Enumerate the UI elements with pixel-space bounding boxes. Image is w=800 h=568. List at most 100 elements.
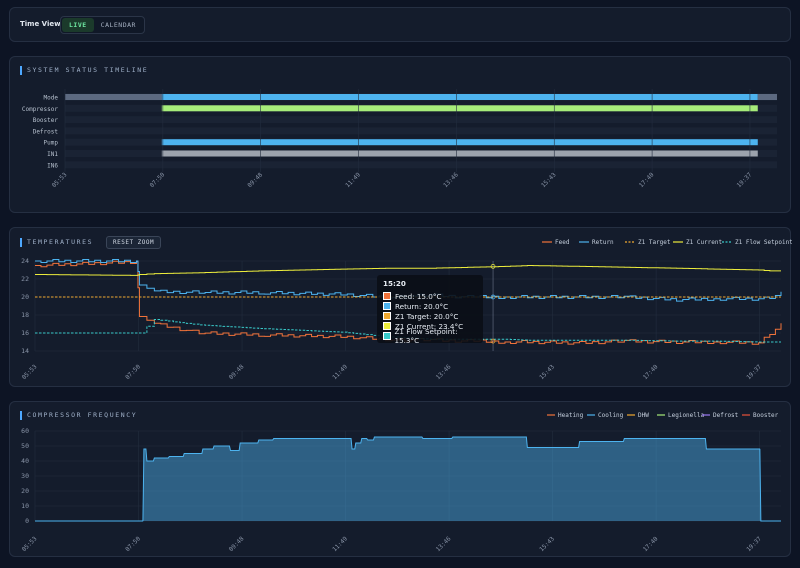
- temp-hover-point: [490, 294, 496, 300]
- status-segment-mode: [757, 94, 777, 100]
- tooltip-swatch: [383, 312, 391, 320]
- time-view-label: Time View:: [20, 20, 64, 28]
- temperature-tooltip: 15:20 Feed: 15.0°C Return: 20.0°C Z1 Targe…: [377, 275, 483, 345]
- tooltip-swatch: [383, 292, 391, 300]
- status-segment-compressor: [161, 105, 758, 112]
- comp-tick-label: 19:37: [745, 535, 763, 553]
- status-tick-label: 05:53: [51, 171, 69, 189]
- tooltip-row-label: Z1 Target: 20.0°C: [395, 311, 459, 321]
- legend-label-booster: Booster: [753, 412, 779, 419]
- legend-label-z1-current: Z1 Current: [686, 239, 723, 246]
- temp-y-tick: 22: [21, 275, 29, 283]
- tooltip-row: Z1 Target: 20.0°C: [383, 311, 477, 321]
- comp-tick-label: 07:50: [124, 535, 142, 553]
- comp-y-tick: 50: [21, 442, 29, 450]
- status-tick-label: 15:43: [540, 171, 558, 189]
- tooltip-row-label: Feed: 15.0°C: [395, 291, 442, 301]
- compressor-panel-title: COMPRESSOR FREQUENCY: [20, 411, 137, 420]
- temp-y-tick: 18: [21, 311, 29, 319]
- comp-y-tick: 60: [21, 427, 29, 435]
- temp-tick-label: 07:50: [124, 363, 142, 381]
- legend-label-cooling: Cooling: [598, 412, 624, 419]
- temp-hover-point: [490, 338, 496, 344]
- comp-area-cooling: [35, 437, 781, 521]
- temp-tick-label: 05:53: [21, 363, 39, 381]
- comp-tick-label: 15:43: [538, 535, 556, 553]
- temp-tick-label: 15:43: [538, 363, 556, 381]
- tooltip-row-label: Z1 Current: 23.4°C: [395, 321, 464, 331]
- temp-series-z1-current: [35, 265, 781, 276]
- comp-tick-label: 17:40: [642, 535, 660, 553]
- comp-tick-label: 09:48: [228, 535, 246, 553]
- status-row-label-compressor: Compressor: [22, 106, 59, 113]
- reset-zoom-button[interactable]: RESET ZOOM: [106, 236, 162, 249]
- tooltip-row-label: Return: 20.0°C: [395, 301, 449, 311]
- status-tick-label: 09:48: [246, 171, 264, 189]
- temp-series-z1-flow-setpoint: [35, 319, 781, 343]
- time-view-toggle: LIVE CALENDAR: [60, 16, 145, 34]
- tooltip-time: 15:20: [383, 279, 406, 288]
- status-tick-label: 13:46: [442, 171, 460, 189]
- temp-y-tick: 14: [21, 347, 29, 355]
- comp-y-tick: 20: [21, 487, 29, 495]
- status-panel-title: SYSTEM STATUS TIMELINE: [20, 66, 148, 75]
- comp-tick-label: 05:53: [21, 535, 39, 553]
- time-view-panel: Time View: LIVE CALENDAR: [9, 7, 791, 42]
- tooltip-swatch: [383, 302, 391, 310]
- temp-y-tick: 16: [21, 329, 29, 337]
- temperatures-panel-title: TEMPERATURES: [20, 238, 93, 247]
- status-row-label-booster: Booster: [33, 117, 59, 124]
- legend-label-return: Return: [592, 239, 614, 246]
- status-tick-label: 11:49: [344, 171, 362, 189]
- tooltip-row-label: Z1 Flow Setpoint: 15.3°C: [394, 327, 458, 345]
- comp-y-tick: 10: [21, 502, 29, 510]
- tooltip-row: Z1 Flow Setpoint: 15.3°C: [383, 327, 477, 345]
- legend-label-feed: Feed: [555, 239, 570, 246]
- temp-tick-label: 09:48: [228, 363, 246, 381]
- temp-y-tick: 24: [21, 257, 29, 265]
- status-row-track: [65, 127, 777, 135]
- status-tick-label: 07:50: [149, 171, 167, 189]
- legend-label-dhw: DHW: [638, 412, 649, 419]
- tooltip-row: Feed: 15.0°C: [383, 291, 477, 301]
- status-row-label-defrost: Defrost: [33, 128, 59, 135]
- status-segment-mode: [65, 94, 162, 100]
- status-row-label-in1: IN1: [47, 151, 58, 158]
- legend-label-z1-flow-setpoint: Z1 Flow Setpoint: [735, 239, 792, 246]
- status-segment-mode: [161, 94, 758, 100]
- comp-y-tick: 40: [21, 457, 29, 465]
- tooltip-swatch: [383, 322, 391, 330]
- compressor-frequency-chart[interactable]: 0 10 20 30 40 50 60 05:53 07:50 09:48 11:49 13:46 15…: [10, 402, 792, 558]
- temp-y-tick: 20: [21, 293, 29, 301]
- status-row-label-mode: Mode: [44, 95, 59, 102]
- tooltip-row: Z1 Current: 23.4°C: [383, 321, 477, 331]
- comp-tick-label: 11:49: [331, 535, 349, 553]
- live-button[interactable]: LIVE: [62, 18, 94, 32]
- status-tick-label: 17:40: [638, 171, 656, 189]
- comp-tick-label: 13:46: [435, 535, 453, 553]
- temp-tick-label: 17:40: [642, 363, 660, 381]
- status-row-track: [65, 116, 777, 124]
- legend-label-legionella: Legionella: [668, 412, 705, 419]
- status-segment-in1: [161, 150, 758, 157]
- legend-label-z1-target: Z1 Target: [638, 239, 671, 246]
- status-timeline-chart[interactable]: Mode Compressor Booster Defrost Pump IN1 IN6 05…: [10, 57, 792, 214]
- calendar-button[interactable]: CALENDAR: [94, 18, 143, 32]
- comp-y-tick: 30: [21, 472, 29, 480]
- temp-tick-label: 13:46: [435, 363, 453, 381]
- tooltip-swatch: [383, 332, 391, 340]
- tooltip-row: Return: 20.0°C: [383, 301, 477, 311]
- status-segment-pump: [161, 139, 758, 146]
- status-row-track: [65, 161, 777, 169]
- temp-hover-point: [490, 264, 496, 269]
- comp-y-tick: 0: [25, 517, 29, 525]
- comp-line-cooling: [35, 436, 781, 522]
- status-tick-label: 19:37: [736, 171, 754, 189]
- temp-tick-label: 19:37: [745, 363, 763, 381]
- legend-label-defrost: Defrost: [713, 412, 739, 419]
- status-row-label-in6: IN6: [47, 162, 58, 169]
- status-row-label-pump: Pump: [44, 140, 59, 147]
- compressor-frequency-panel: COMPRESSOR FREQUENCY 0 10 20 30 40 50 60 05:53 0…: [9, 401, 791, 557]
- temp-tick-label: 11:49: [331, 363, 349, 381]
- legend-label-heating: Heating: [558, 412, 584, 419]
